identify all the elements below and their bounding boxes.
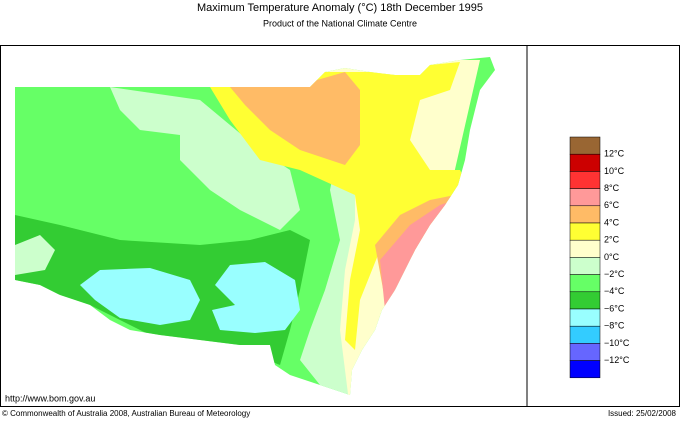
subtitle: Product of the National Climate Centre bbox=[263, 18, 417, 28]
legend-label: −2°C bbox=[604, 269, 625, 279]
legend-label: −12°C bbox=[604, 355, 630, 365]
legend-label: 10°C bbox=[604, 166, 625, 176]
legend-label: −6°C bbox=[604, 303, 625, 313]
legend-swatch bbox=[569, 239, 601, 258]
legend-swatch bbox=[569, 325, 601, 344]
legend-label: 8°C bbox=[604, 183, 620, 193]
legend-swatch bbox=[569, 205, 601, 224]
legend-label: −4°C bbox=[604, 286, 625, 296]
legend-label: −8°C bbox=[604, 321, 625, 331]
legend: 12°C 10°C 8°C 6°C 4°C 2°C 0°C −2°C −4°C −6°C −8°C −… bbox=[569, 136, 630, 379]
legend-label: 2°C bbox=[604, 235, 620, 245]
copyright: © Commonwealth of Australia 2008, Austra… bbox=[2, 409, 250, 418]
issued: Issued: 25/02/2008 bbox=[608, 409, 677, 418]
legend-swatch bbox=[569, 188, 601, 207]
legend-swatch bbox=[569, 360, 601, 379]
legend-label: 12°C bbox=[604, 149, 625, 159]
legend-label: 6°C bbox=[604, 200, 620, 210]
legend-swatch bbox=[569, 257, 601, 275]
legend-swatch bbox=[569, 291, 601, 310]
legend-swatch bbox=[569, 153, 601, 172]
legend-swatch bbox=[569, 274, 601, 293]
legend-label: 4°C bbox=[604, 217, 620, 227]
legend-label: −10°C bbox=[604, 338, 630, 348]
legend-label: 0°C bbox=[604, 252, 620, 262]
legend-swatch bbox=[569, 308, 601, 327]
legend-swatch bbox=[569, 136, 601, 155]
legend-swatch bbox=[569, 171, 601, 189]
url: http://www.bom.gov.au bbox=[5, 393, 95, 403]
legend-swatch bbox=[569, 222, 601, 241]
title: Maximum Temperature Anomaly (°C) 18th De… bbox=[197, 2, 483, 14]
legend-swatch bbox=[569, 343, 601, 361]
anomaly-map bbox=[15, 57, 495, 395]
